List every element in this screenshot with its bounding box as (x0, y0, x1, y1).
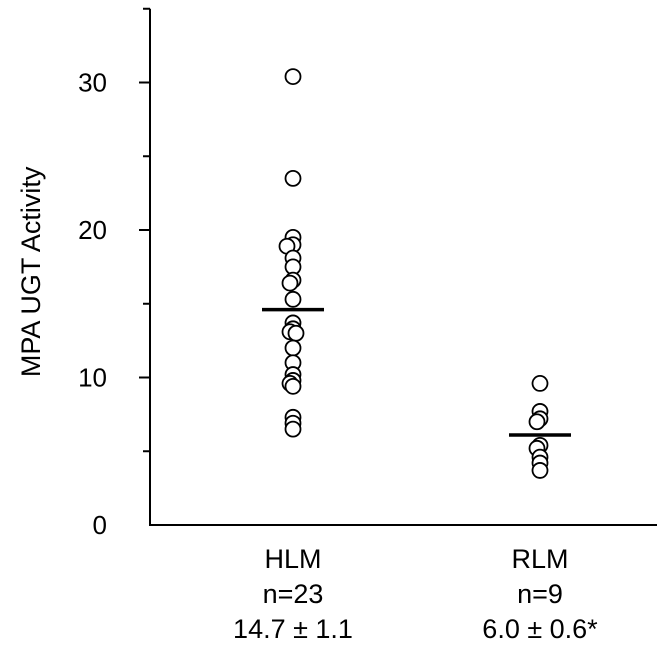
data-point-hlm (284, 68, 302, 85)
mean-sem-label-hlm: 14.7 ± 1.1 (233, 614, 353, 644)
data-point-rlm (531, 374, 549, 392)
mean-sem-label-rlm: 6.0 ± 0.6* (482, 614, 598, 644)
data-point-hlm (281, 274, 299, 292)
data-point-hlm (284, 420, 302, 438)
sample-size-label-hlm: n=23 (263, 579, 324, 609)
data-points (278, 68, 549, 479)
y-tick-label: 30 (78, 68, 107, 98)
sample-size-label-rlm: n=9 (517, 579, 563, 609)
data-point-hlm (284, 377, 302, 395)
category-label-hlm: HLM (264, 544, 321, 574)
y-tick-label: 10 (78, 363, 107, 393)
y-axis-ticks: 0 10 20 30 (78, 7, 150, 540)
data-point-hlm (284, 169, 302, 187)
mean-lines (262, 307, 571, 437)
data-point-rlm (531, 462, 549, 479)
category-label-rlm: RLM (511, 544, 568, 574)
y-axis-title: MPA UGT Activity (16, 166, 46, 377)
data-point-hlm (284, 290, 302, 308)
data-point-hlm (284, 339, 302, 357)
y-tick-label: 0 (93, 510, 107, 540)
category-labels: HLM n=23 14.7 ± 1.1 RLM n=9 6.0 ± 0.6* (233, 544, 598, 644)
data-point-hlm (287, 324, 305, 342)
y-tick-label: 20 (78, 215, 107, 245)
data-point-rlm (528, 413, 546, 431)
